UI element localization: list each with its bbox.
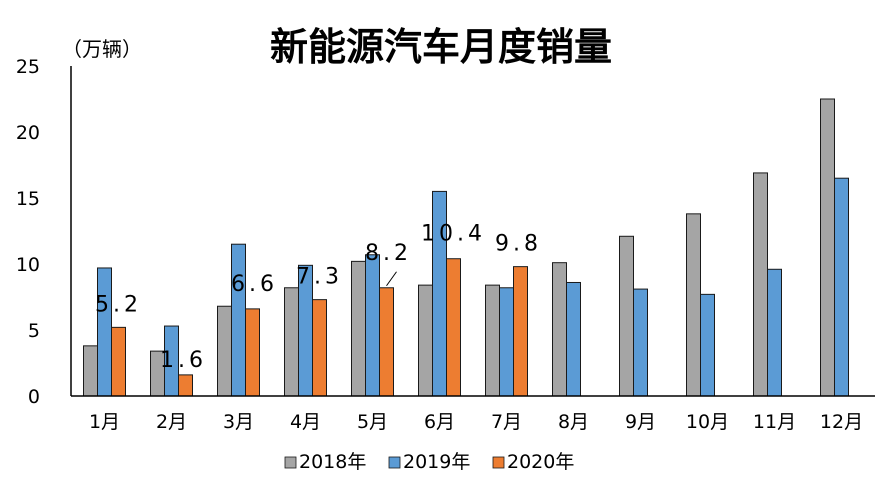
bar-2018年-4月: [284, 287, 299, 397]
bar-2020年-1月: [111, 326, 126, 397]
bar-2020年-3月: [245, 308, 260, 397]
bar-2019年-9月: [633, 288, 648, 397]
bar-2020年-4月: [312, 299, 327, 397]
legend: 2018年 2019年 2020年: [284, 451, 574, 473]
y-tick-label: 20: [16, 122, 40, 144]
bar-2018年-6月: [418, 284, 433, 397]
bar-2018年-9月: [619, 235, 634, 397]
bar-2019年-12月: [834, 177, 849, 397]
y-tick-label: 10: [16, 254, 40, 276]
bar-2019年-11月: [767, 268, 782, 397]
bar-2018年-5月: [351, 260, 366, 397]
legend-label-2019年: 2019年: [403, 451, 470, 473]
bars: [83, 98, 849, 397]
y-axis: 0 5 10 15 20 25: [16, 56, 72, 408]
bar-2019年-7月: [499, 287, 514, 397]
x-tick-label: 6月: [424, 411, 455, 433]
data-labels: 5.2 1.6 6.6 7.3 8.2 10.4 9.8: [95, 222, 542, 373]
bar-2018年-12月: [820, 98, 835, 397]
y-tick-label: 15: [16, 188, 40, 210]
leader-line: [386, 271, 397, 287]
x-tick-label: 10月: [686, 411, 729, 433]
bar-2019年-8月: [566, 281, 581, 397]
x-tick-label: 4月: [290, 411, 321, 433]
legend-swatch-2018年: [284, 456, 297, 469]
bar-2018年-11月: [753, 172, 768, 397]
legend-swatch-2020年: [492, 456, 505, 469]
x-tick-label: 1月: [89, 411, 120, 433]
chart-title: 新能源汽车月度销量: [270, 25, 612, 69]
bar-2019年-1月: [97, 267, 112, 397]
y-tick-label: 5: [28, 320, 40, 342]
x-axis: 1月 2月 3月 4月 5月 6月 7月 8月 9月 10月 11月 12月: [71, 395, 875, 433]
x-tick-label: 8月: [558, 411, 589, 433]
x-tick-label: 5月: [357, 411, 388, 433]
bar-2019年-10月: [700, 293, 715, 397]
data-label-2020年-6月: 10.4: [421, 222, 486, 247]
data-label-2020年-2月: 1.6: [160, 348, 207, 373]
x-tick-label: 12月: [820, 411, 863, 433]
bar-2018年-8月: [552, 262, 567, 397]
x-tick-label: 2月: [156, 411, 187, 433]
bar-2018年-1月: [83, 345, 98, 397]
y-axis-unit-label: （万辆）: [62, 37, 142, 61]
legend-swatch-2019年: [388, 456, 401, 469]
x-tick-label: 11月: [753, 411, 796, 433]
bar-2020年-5月: [379, 287, 394, 397]
bar-2018年-3月: [217, 305, 232, 397]
bar-2019年-3月: [231, 243, 246, 397]
data-label-2020年-7月: 9.8: [495, 232, 542, 257]
data-label-2020年-3月: 6.6: [231, 272, 278, 297]
x-tick-label: 9月: [625, 411, 656, 433]
legend-label-2020年: 2020年: [507, 451, 574, 473]
legend-label-2018年: 2018年: [299, 451, 366, 473]
y-tick-label: 0: [28, 386, 40, 408]
bar-2020年-6月: [446, 258, 461, 397]
bar-2019年-5月: [365, 254, 380, 397]
data-label-2020年-4月: 7.3: [296, 265, 343, 290]
bar-2020年-7月: [513, 266, 528, 397]
x-tick-label: 7月: [491, 411, 522, 433]
bar-2020年-2月: [178, 374, 193, 397]
x-tick-label: 3月: [223, 411, 254, 433]
bar-2018年-10月: [686, 213, 701, 397]
y-tick-label: 25: [16, 56, 40, 78]
bar-2018年-7月: [485, 284, 500, 397]
data-label-2020年-1月: 5.2: [95, 292, 142, 317]
data-label-2020年-5月: 8.2: [365, 241, 412, 266]
